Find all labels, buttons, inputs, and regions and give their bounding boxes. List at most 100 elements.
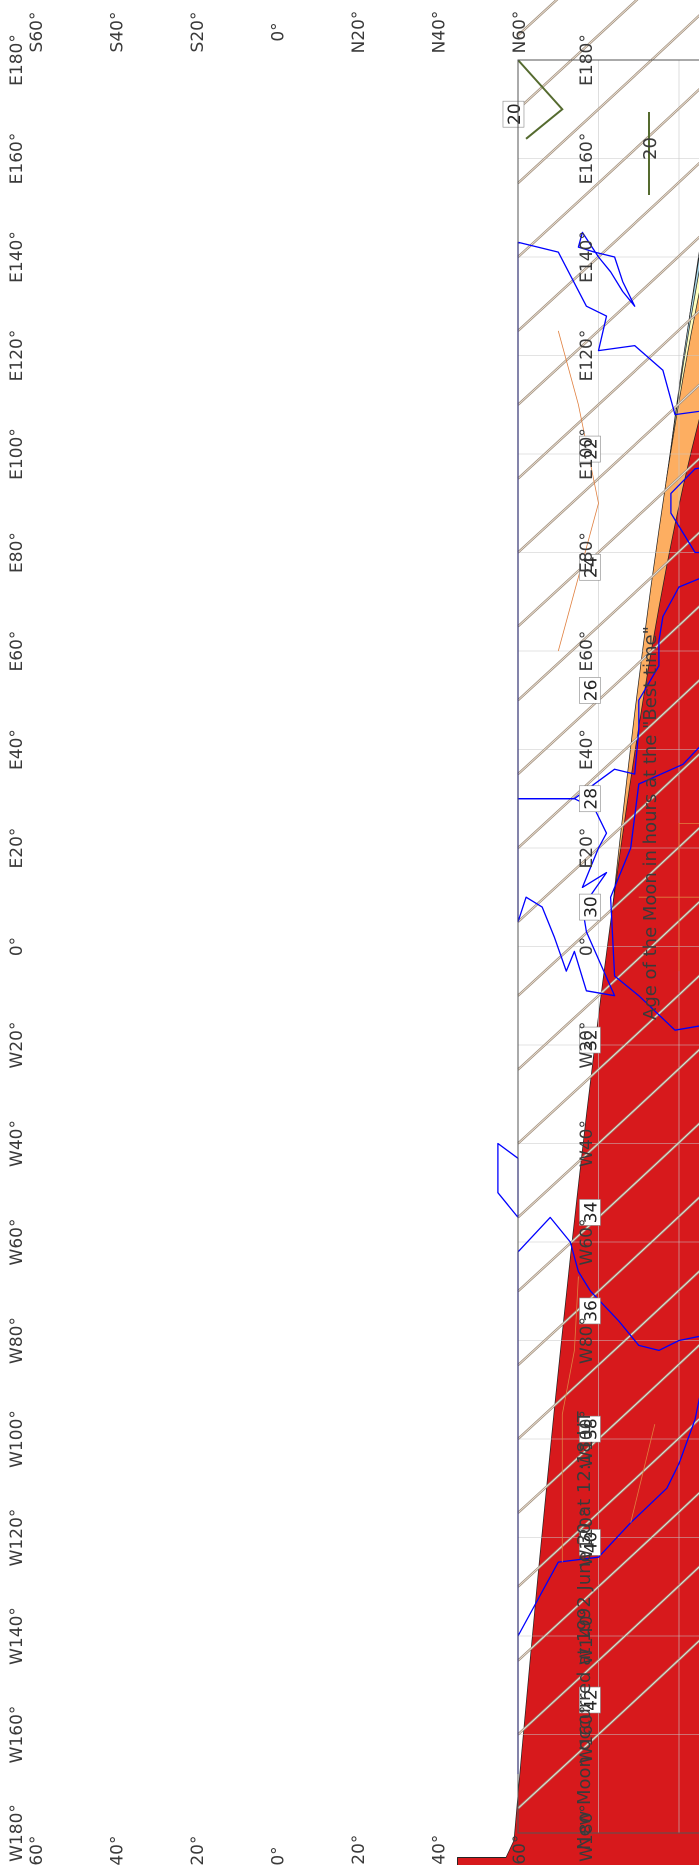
coastline-path [497,1142,519,1219]
contour-line-inner [517,10,699,479]
contour-line-inner [517,601,699,1070]
longitude-tick-left: E160° [7,133,27,185]
contour-line-inner [517,1044,699,1514]
longitude-tick-right: E180° [577,34,597,86]
longitude-tick-left: E140° [7,231,27,283]
latitude-tick-top: N60° [510,11,530,54]
longitude-tick-left: W60° [7,1219,27,1266]
border-path [557,330,599,652]
longitude-tick-left: W100° [7,1410,27,1468]
latitude-tick-bottom: S40° [108,1836,128,1865]
longitude-tick-right: E80° [577,532,597,573]
contour-label-box [579,1026,601,1054]
contour-label-box [579,785,601,813]
contour-label-box [579,893,601,921]
contour-line-inner [517,675,699,1144]
legend-label: 20 [640,137,661,160]
contour-label-north: 22 [579,435,601,463]
longitude-tick-left: W180° [7,1804,27,1862]
latitude-tick-top: 0° [269,22,289,41]
contour-label-box [579,1686,601,1714]
latitude-tick-top: S60° [27,12,47,53]
longitude-tick-left: W80° [7,1317,27,1364]
longitude-tick-right: E140° [577,231,597,283]
contour-line-inner [517,749,699,1218]
coastline-path [517,241,699,800]
contour-line-inner [517,1340,699,1809]
latitude-tick-bottom: S20° [188,1836,208,1865]
longitude-tick-right: E60° [577,631,597,672]
contour-label-box [502,100,525,128]
longitude-tick-right: W40° [577,1120,597,1167]
longitude-tick-right: E160° [577,133,597,185]
longitude-tick-left: E120° [7,330,27,382]
border-path [561,1276,579,1563]
longitude-tick-left: W160° [7,1706,27,1764]
longitude-tick-right: E40° [577,729,597,770]
contour-line-inner [517,0,699,110]
longitude-tick-right: W120° [577,1509,597,1567]
contour-line-inner [517,1266,699,1735]
zone-region-5 [457,242,699,1865]
contour-line-inner [517,970,699,1440]
map-title: New Moon occurred at 1992 June 30 at 12:… [574,1410,595,1850]
contour-label-north: 42 [579,1686,601,1714]
map-frame [517,59,699,1834]
longitude-tick-right: W20° [577,1022,597,1069]
contour-label-north: 32 [579,1026,601,1054]
contour-label-north: 36 [579,1297,601,1325]
contour-line-inner [517,1118,699,1588]
contour-line-inner [517,0,699,184]
limit-line-east [517,59,564,140]
contour-line-inner [517,232,699,701]
longitude-tick-right: W160° [577,1706,597,1764]
latitude-tick-top: N20° [349,11,369,54]
contour-label-north: 38 [579,1415,601,1443]
contour-line-inner [517,0,699,406]
contour-label-box [579,1529,601,1556]
coastline-path [577,231,636,307]
contour-label-box [579,435,601,463]
contour-label-north: 30 [579,893,601,921]
longitude-tick-right: E100° [577,428,597,480]
contour-label-text: 20 [505,103,525,125]
contour-label-text: 28 [581,788,601,810]
contour-label-north: 26 [579,677,601,704]
contour-label-north: 34 [579,1199,601,1226]
border-path [630,1424,656,1523]
latitude-tick-bottom: N60° [510,1835,530,1865]
contour-label-box [579,677,601,704]
axis-tick-labels: W180° W180° W160° W160° W140° W140° W120° W120°… [7,11,597,1865]
latitude-tick-bottom: N40° [430,1835,450,1865]
longitude-tick-left: 0° [7,937,27,956]
contour-line-inner [517,0,699,332]
contour-label-text: 32 [581,1029,601,1051]
latitude-tick-top: S40° [108,12,128,53]
longitude-tick-left: E80° [7,532,27,573]
latitude-tick-top: N40° [430,11,450,54]
longitude-tick-left: E100° [7,428,27,480]
coastlines [497,231,699,1775]
contour-label-text: 22 [581,438,601,460]
contour-line-inner [517,305,699,775]
latitude-tick-bottom: N20° [349,1835,369,1865]
contour-label-box [579,553,601,581]
contour-line-inner [517,453,699,923]
contour-label-text: 26 [581,680,601,702]
contour-labels: 4240383634323028262422403836343230282624… [502,100,601,1714]
contour-label-text: 24 [581,556,601,578]
longitude-tick-right: W140° [577,1607,597,1665]
longitude-tick-left: W120° [7,1509,27,1567]
longitude-tick-right: W60° [577,1219,597,1266]
contour-line-inner [517,527,699,997]
longitude-tick-right: E20° [577,828,597,869]
contour-label-text: 40 [581,1532,601,1554]
longitude-tick-left: E60° [7,631,27,672]
contour-line-inner [517,0,699,258]
latitude-tick-bottom: S60° [27,1836,47,1865]
contour-line-inner [517,84,699,553]
contour-label-corner: 20 [502,100,525,128]
contour-label-north: 40 [579,1529,601,1556]
contour-label-text: 42 [581,1689,601,1711]
